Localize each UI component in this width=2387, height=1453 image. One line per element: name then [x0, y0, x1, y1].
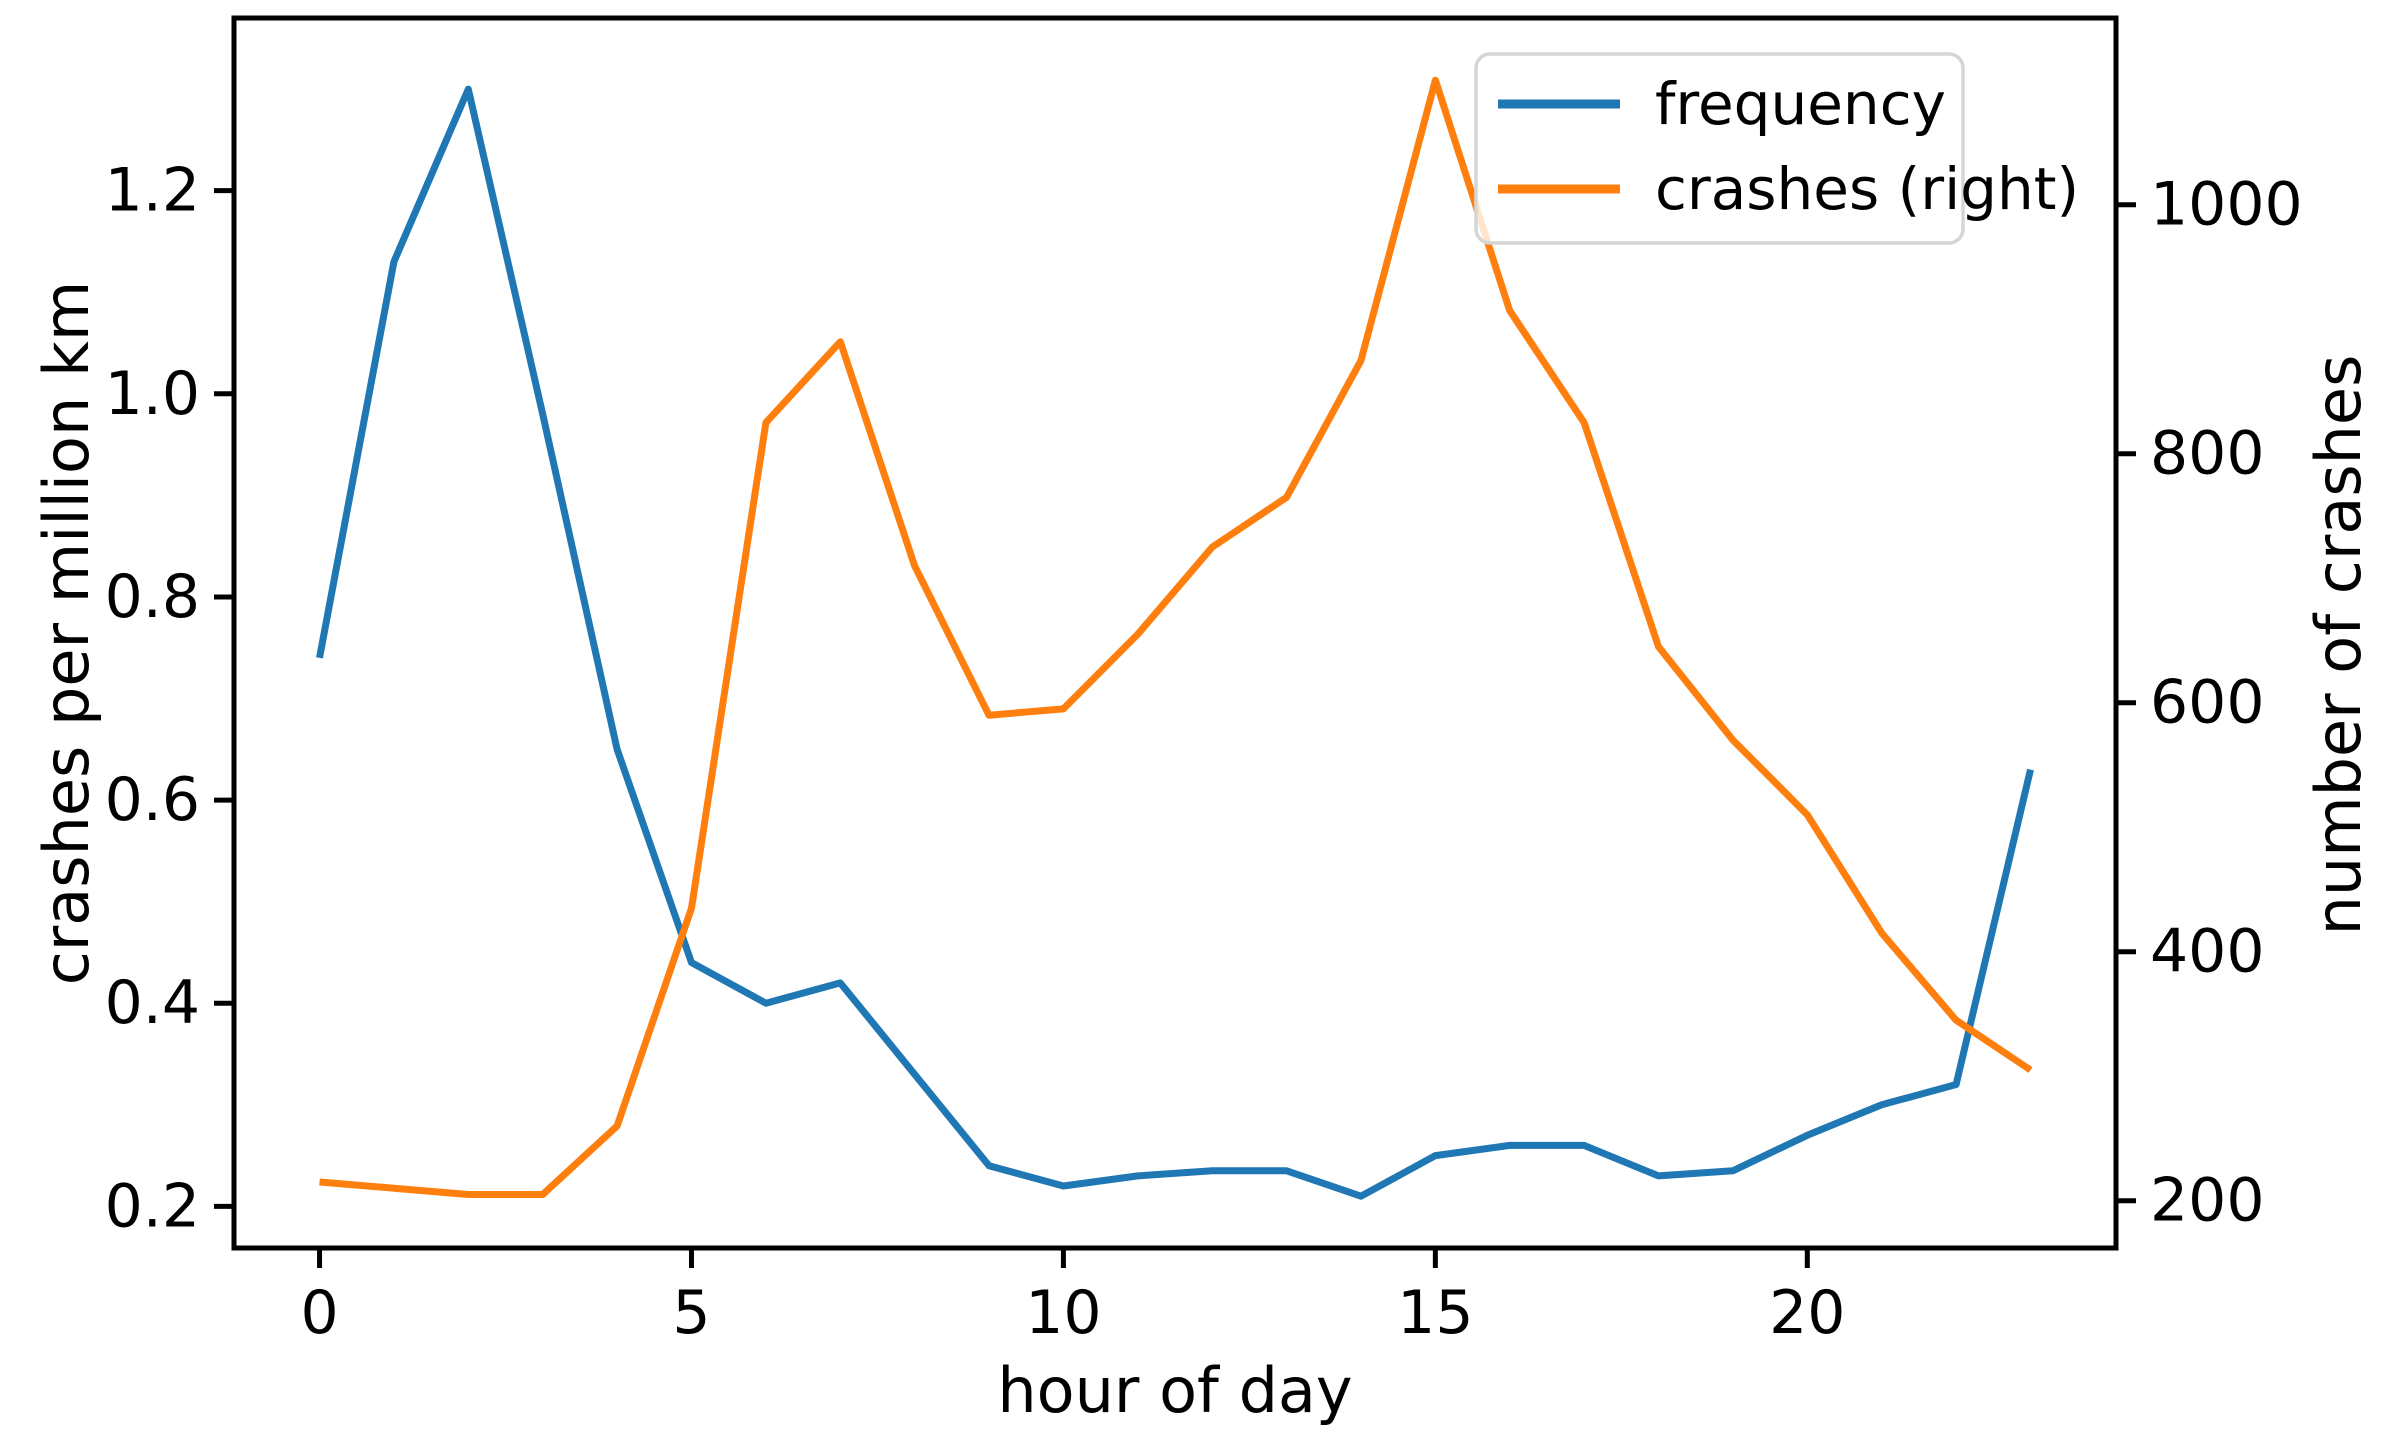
x-tick-label: 0 [300, 1278, 338, 1348]
legend-label-crashes: crashes (right) [1655, 155, 2079, 223]
y-tick-label-left: 1.2 [105, 156, 200, 226]
plot-border [231, 15, 2119, 1251]
y-tick-label-right: 200 [2150, 1166, 2265, 1236]
y-axis-title-right: number of crashes [2302, 355, 2375, 936]
plot-area: 0 5 10 15 20 0.2 0.4 0.6 0.8 1.0 1.2 200 400 600 800 10… [105, 76, 2303, 1348]
x-axis-title: hour of day [997, 1354, 1352, 1427]
y-tick-label-left: 0.6 [105, 765, 200, 835]
y-tick-label-left: 0.4 [105, 968, 200, 1038]
y-tick-label-right: 600 [2150, 668, 2265, 738]
y-tick-label-right: 1000 [2150, 170, 2303, 240]
y-tick-label-right: 800 [2150, 419, 2265, 489]
y-tick-label-right: 400 [2150, 917, 2265, 987]
y-tick-label-left: 0.2 [105, 1171, 200, 1241]
y-tick-label-left: 1.0 [105, 359, 200, 429]
x-tick-label: 15 [1397, 1278, 1473, 1348]
y-tick-label-left: 0.8 [105, 562, 200, 632]
legend: frequency crashes (right) [1474, 52, 2079, 245]
y-axis-title-left: crashes per million km [30, 281, 103, 986]
legend-label-frequency: frequency [1655, 70, 1946, 138]
x-tick-label: 10 [1025, 1278, 1101, 1348]
x-tick-label: 5 [672, 1278, 710, 1348]
series-line-crashes-right [319, 76, 2033, 1198]
x-tick-label: 20 [1769, 1278, 1845, 1348]
series-line-frequency [316, 85, 2034, 1200]
